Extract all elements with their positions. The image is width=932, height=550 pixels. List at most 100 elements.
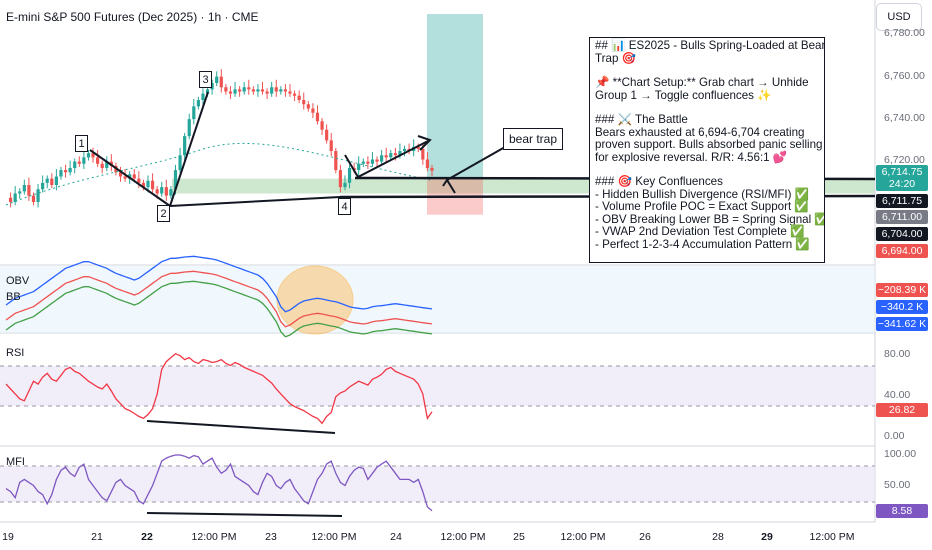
candle-body (329, 140, 333, 151)
candle-body (343, 182, 347, 188)
bull-arrow-head (417, 135, 432, 151)
price-tick: 6,780.00 (884, 27, 925, 39)
note-line: proven support. Bulls absorbed panic sel… (595, 138, 823, 151)
pattern-leg-1-2 (89, 149, 171, 207)
candle-body (178, 155, 182, 171)
rsi-tick: 80.00 (884, 348, 911, 360)
bb-upper-line (5, 255, 433, 313)
time-label: 23 (265, 531, 277, 543)
price-tick: 6,760.00 (884, 70, 925, 82)
candle-body (150, 180, 155, 190)
time-label: 24 (390, 531, 402, 543)
rsi-value-tag: 26.82 (876, 403, 928, 417)
candle-body (183, 136, 187, 156)
note-line: Trap 🎯 (595, 51, 637, 65)
candle-body (160, 187, 164, 194)
candle-body (260, 89, 265, 92)
bb-basis-tag: −341.62 K (876, 317, 928, 331)
candle-body (73, 161, 77, 168)
candle-body (375, 159, 379, 162)
candle-body (297, 95, 301, 100)
candle-body (173, 170, 178, 190)
note-line: - Perfect 1-2-3-4 Accumulation Pattern ✅ (595, 237, 810, 251)
time-label: 28 (712, 531, 724, 543)
candle-body (338, 170, 342, 188)
candle-body (384, 155, 388, 158)
note-line: - OBV Breaking Lower BB = Spring Signal … (595, 212, 825, 226)
candle-body (233, 89, 237, 94)
mfi-tick: 50.00 (884, 479, 911, 491)
candle-body (164, 187, 168, 196)
profit-zone (427, 14, 483, 178)
wave-label-2: 2 (157, 205, 170, 222)
candle-body (389, 153, 393, 158)
bear-trap-callout[interactable]: bear trap (503, 128, 563, 150)
candle-body (283, 89, 288, 92)
callout-pointer (446, 146, 506, 181)
price-tag-stop: 6,694.00 (876, 244, 928, 258)
time-label: 12:00 PM (809, 531, 855, 543)
bar-countdown: 24:20 (888, 178, 916, 190)
candle-body (8, 197, 13, 202)
time-label: 12:00 PM (560, 531, 606, 543)
candle-body (398, 151, 402, 156)
candle-body (256, 89, 260, 92)
mfi-band (0, 466, 875, 502)
candle-body (59, 170, 63, 177)
candle-body (238, 89, 242, 92)
candle-body (279, 89, 283, 92)
candle-body (247, 87, 251, 90)
obv-pane-label: OBV (6, 275, 30, 287)
time-label: 25 (513, 531, 525, 543)
candle-body (288, 91, 292, 94)
candle-body (361, 161, 365, 164)
pattern-leg-2-3 (169, 91, 209, 207)
candle-body (201, 93, 205, 100)
price-tag: 6,711.00 (876, 210, 928, 224)
note-line: - VWAP 2nd Deviation Test Complete ✅ (595, 225, 805, 238)
candle-body (205, 89, 210, 94)
candle-body (91, 153, 95, 158)
note-line: for explosive reversal. R/R: 4.56:1 💕 (595, 150, 788, 164)
note-line: ### ⚔️ The Battle (595, 113, 688, 126)
rsi-tick: 0.00 (884, 430, 905, 442)
time-label: 22 (141, 531, 153, 543)
candle-body (100, 163, 104, 168)
rsi-tick: 40.00 (884, 389, 911, 401)
candle-body (141, 182, 146, 188)
analysis-note[interactable]: ## 📊 ES2025 - Bulls Spring-Loaded at Bea… (589, 37, 825, 263)
candle-body (242, 87, 246, 92)
time-label: 21 (91, 531, 103, 543)
mfi-pane-label: MFI (6, 456, 25, 468)
note-line: Bears exhausted at 6,694-6,704 creating (595, 125, 805, 139)
note-line: ### 🎯 Key Confluences (595, 175, 723, 188)
candle-body (315, 112, 320, 122)
candle-body (320, 121, 324, 130)
mfi-tick: 100.00 (884, 448, 917, 460)
note-line: ## 📊 ES2025 - Bulls Spring-Loaded at Bea… (595, 39, 825, 52)
candle-body (169, 189, 173, 196)
candle-body (86, 153, 91, 158)
time-label: 19 (2, 531, 14, 543)
note-line: - Hidden Bullish Divergence (RSI/MFI) ✅ (595, 187, 810, 201)
candle-body (370, 159, 375, 164)
obv-line (5, 270, 433, 328)
bb-band-fill (0, 266, 875, 333)
wave-label-1: 1 (75, 135, 88, 152)
candle-body (128, 174, 132, 179)
candles (8, 69, 434, 208)
candle-body (45, 178, 49, 183)
last-price-tag: 6,714.75 24:20 (876, 165, 928, 191)
candle-body (292, 93, 297, 96)
candle-body (27, 185, 31, 196)
currency-button[interactable]: USD (876, 3, 922, 31)
bb-pane-label: BB (6, 291, 21, 303)
candle-body (36, 189, 40, 202)
candle-body (215, 76, 219, 83)
candle-body (68, 168, 72, 173)
price-tag-support: 6,704.00 (876, 227, 928, 241)
price-tick: 6,720.00 (884, 154, 925, 166)
candle-body (77, 161, 81, 164)
note-line: 📌 **Chart Setup:** Grab chart → Unhide (595, 76, 809, 89)
candle-body (123, 176, 127, 179)
